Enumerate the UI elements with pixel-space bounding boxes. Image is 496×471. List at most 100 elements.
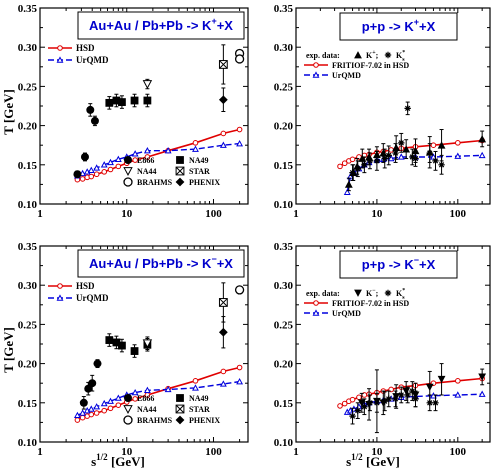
x-tick-label: 1 [293, 446, 299, 458]
legend-marker-k [354, 289, 362, 297]
legend-marker-urqmd [312, 309, 320, 316]
data-point-brahms [234, 285, 245, 295]
series-point-urqmd [143, 386, 151, 393]
legend-marker-brahms [123, 177, 133, 187]
legend-marker-hsd [57, 283, 63, 289]
legend-label-ks: K* s [396, 288, 405, 301]
legend-label-phenix: PHENIX [189, 178, 220, 187]
legend-label-k: K−; [366, 288, 379, 298]
x-tick-label: 100 [205, 446, 222, 458]
data-point-k [392, 143, 401, 151]
series-point-urqmd [131, 388, 139, 396]
data-point-k [344, 180, 353, 188]
series-point-hsd [356, 394, 362, 401]
y-tick-label: 0.15 [274, 398, 294, 410]
data-point-e866 [88, 379, 97, 388]
series-point-hsd [79, 414, 86, 421]
series-point-hsd [455, 378, 461, 384]
x-axis-label-right: s1/2 [GeV] [346, 452, 400, 469]
chart-panel-AA_Kminus: 0.10 0.15 0.20 0.25 0.30 0.35 1 10 100 Au+Au / Pb… [18, 241, 249, 458]
data-point-ks [438, 161, 445, 168]
legend-marker-na49 [176, 394, 184, 402]
legend-label-hsd: HSD [76, 43, 95, 53]
data-point-brahms [234, 54, 245, 64]
data-point-na49 [105, 98, 114, 107]
data-point-ks [373, 157, 381, 165]
data-point-ks [404, 105, 411, 112]
legend-marker-urqmd [56, 294, 64, 301]
series-point-hsd [115, 163, 122, 170]
y-axis-label-top: T [GeV] [1, 89, 16, 135]
legend-marker-e866 [124, 394, 132, 402]
series-point-hsd [236, 126, 243, 133]
chart-panel-AA_Kplus: 0.10 0.15 0.20 0.25 0.30 0.35 1 10 100 Au+Au / Pb… [18, 3, 249, 220]
data-point-na44 [142, 80, 153, 90]
legend-label-star: STAR [189, 167, 210, 176]
data-point-e866 [79, 398, 88, 407]
y-tick-label: 0.20 [274, 121, 294, 133]
data-point-ks [412, 395, 419, 403]
legend-label-brahms: BRAHMS [137, 178, 173, 187]
experiment-legend: E866 NA49 NA44 STAR BRAHMS PHENIX [123, 394, 220, 425]
series-point-hsd [388, 147, 394, 153]
data-point-na49 [112, 338, 121, 347]
legend-label-na49: NA49 [189, 394, 209, 403]
series-point-urqmd [100, 161, 108, 168]
legend-marker-ks [384, 51, 392, 59]
legend-label-hsd: FRITIOF-7.02 in HSD [332, 61, 409, 70]
legend-marker-na44 [123, 167, 133, 176]
x-tick-label: 1 [37, 208, 43, 220]
legend-marker-k [354, 51, 362, 59]
y-tick-label: 0.30 [274, 280, 294, 292]
data-point-star [218, 60, 228, 69]
data-point-star [218, 298, 228, 307]
data-point-ks [432, 399, 439, 406]
y-tick-label: 0.35 [274, 241, 294, 253]
y-tick-label: 0.20 [18, 121, 38, 133]
legend-label-hsd: FRITIOF-7.02 in HSD [332, 299, 409, 308]
series-point-urqmd [164, 147, 172, 154]
panels-group: 0.10 0.15 0.20 0.25 0.30 0.35 1 10 100 Au+Au / Pb… [18, 3, 491, 458]
series-point-urqmd [192, 384, 199, 391]
series-point-hsd [107, 166, 114, 173]
series-point-urqmd [73, 411, 81, 419]
series-point-hsd [337, 163, 343, 170]
series-point-hsd [455, 140, 461, 146]
data-point-ks [409, 387, 416, 395]
data-point-k [402, 145, 411, 153]
series-point-urqmd [131, 150, 139, 157]
data-point-na49 [130, 347, 139, 355]
data-point-na49 [118, 341, 126, 350]
model-legend: HSD UrQMD [48, 43, 109, 65]
series-point-urqmd [107, 158, 114, 166]
series-point-urqmd [343, 188, 351, 195]
legend-marker-hsd [313, 62, 319, 68]
legend-marker-phenix [175, 177, 185, 187]
chart-title-box [77, 11, 245, 40]
y-tick-label: 0.15 [18, 398, 38, 410]
data-point-k [478, 135, 487, 143]
series-point-hsd [220, 130, 227, 137]
data-point-k [365, 153, 373, 161]
chart-panel-pp_Kplus: 0.10 0.15 0.20 0.25 0.30 0.35 1 10 100 p+p -> K++… [274, 3, 491, 220]
y-tick-label: 0.15 [274, 160, 294, 172]
series-point-hsd [341, 400, 348, 407]
legend-marker-ks [384, 289, 392, 297]
y-tick-label: 0.35 [274, 3, 294, 15]
marker-cross [219, 298, 228, 307]
legend-marker-na49 [176, 156, 184, 164]
data-point-ks [373, 399, 381, 406]
data-point-ks [381, 155, 388, 162]
data-point-ks [409, 153, 416, 161]
series-point-urqmd [346, 172, 354, 180]
y-tick-label: 0.30 [274, 42, 294, 54]
x-tick-label: 10 [121, 208, 133, 220]
legend-label-ks: K* s [396, 50, 405, 63]
chart-title-box [77, 249, 245, 278]
series-point-urqmd [79, 409, 87, 416]
data-point-na49 [130, 96, 139, 105]
series-point-urqmd [430, 392, 437, 399]
series-point-hsd [93, 171, 100, 178]
